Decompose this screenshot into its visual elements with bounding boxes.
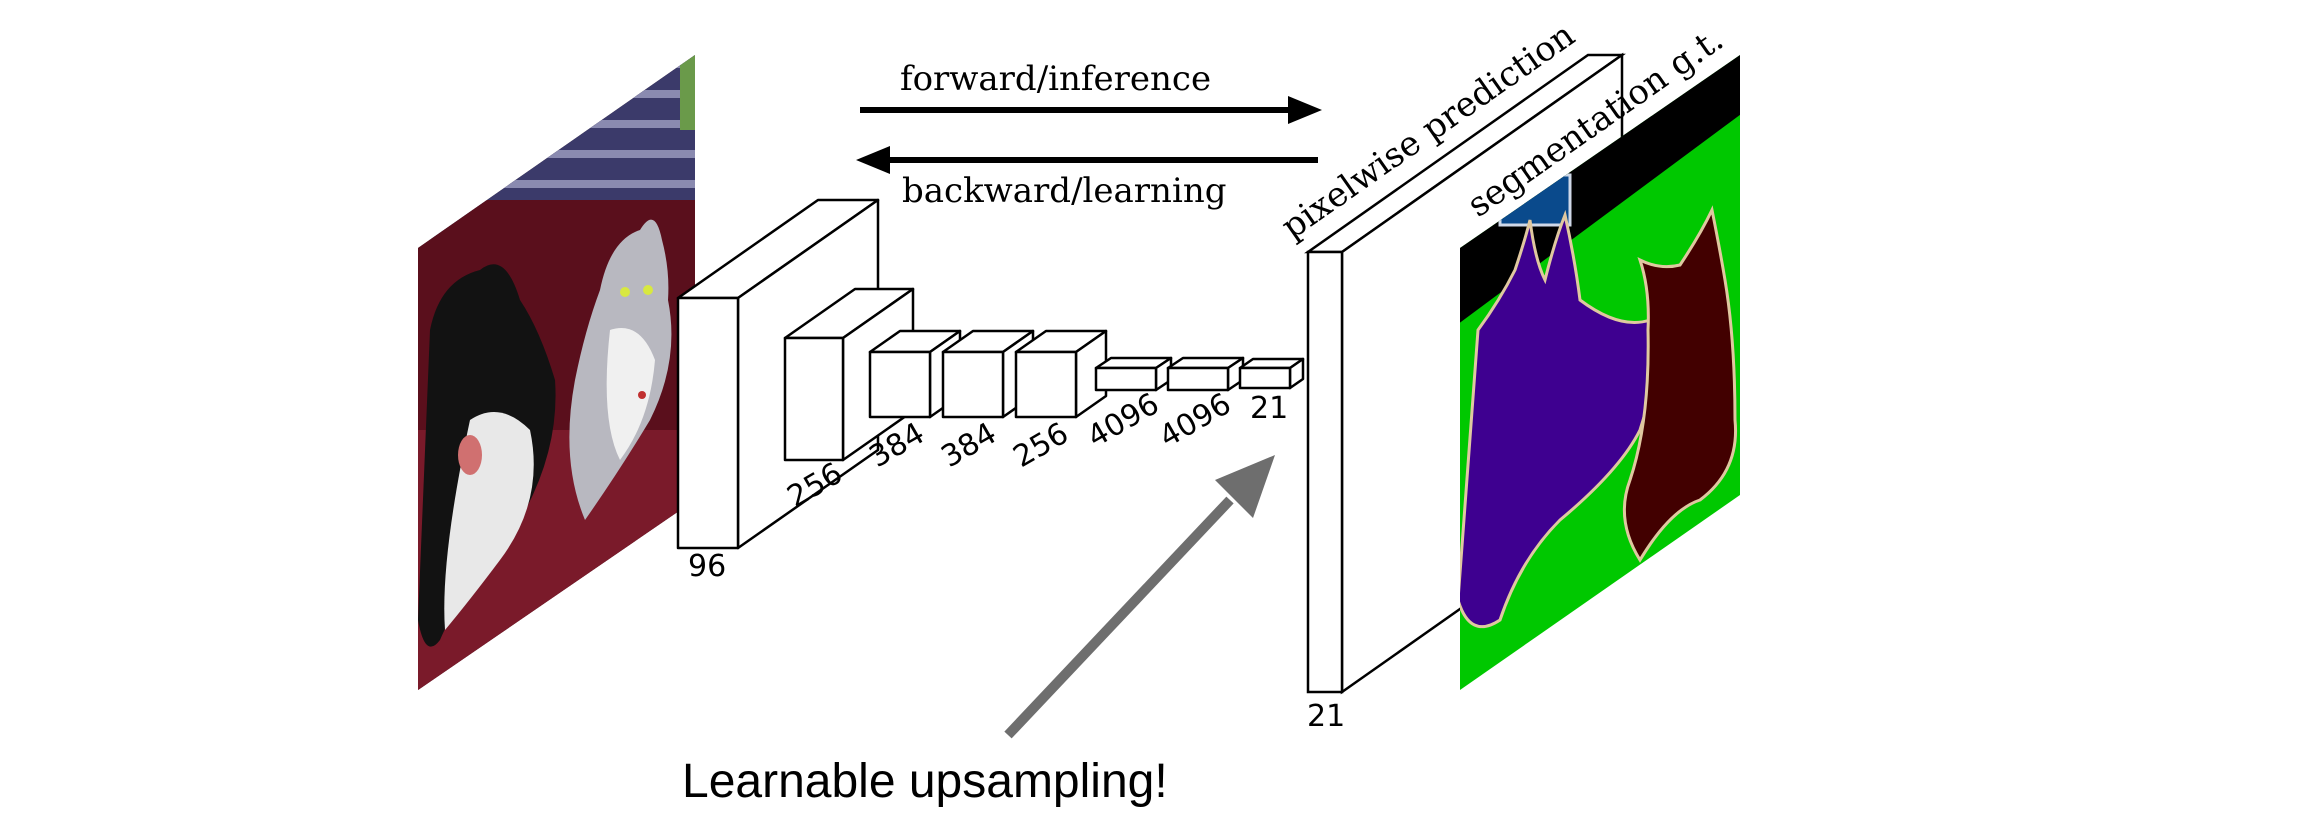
caption: Learnable upsampling!	[682, 755, 1168, 808]
forward-arrow: forward/inference	[860, 59, 1322, 124]
backward-arrow: backward/learning	[856, 146, 1318, 211]
layer-label-96: 96	[688, 549, 726, 584]
layer-label-256-b: 256	[1008, 416, 1075, 475]
layer-box-8	[1238, 357, 1305, 390]
forward-label: forward/inference	[900, 59, 1211, 99]
layer-box-5	[1014, 329, 1108, 419]
input-image	[418, 55, 695, 690]
layer-label-21: 21	[1250, 391, 1288, 426]
backward-label: backward/learning	[902, 171, 1226, 211]
layer-label-4096-b: 4096	[1154, 386, 1238, 454]
conv-layers	[676, 198, 1305, 550]
layer-label-384-b: 384	[936, 416, 1003, 475]
layer-box-7	[1166, 356, 1245, 392]
layer-box-6	[1094, 356, 1173, 392]
prediction-channels: 21	[1307, 699, 1345, 734]
upsampling-arrow	[1004, 455, 1275, 739]
